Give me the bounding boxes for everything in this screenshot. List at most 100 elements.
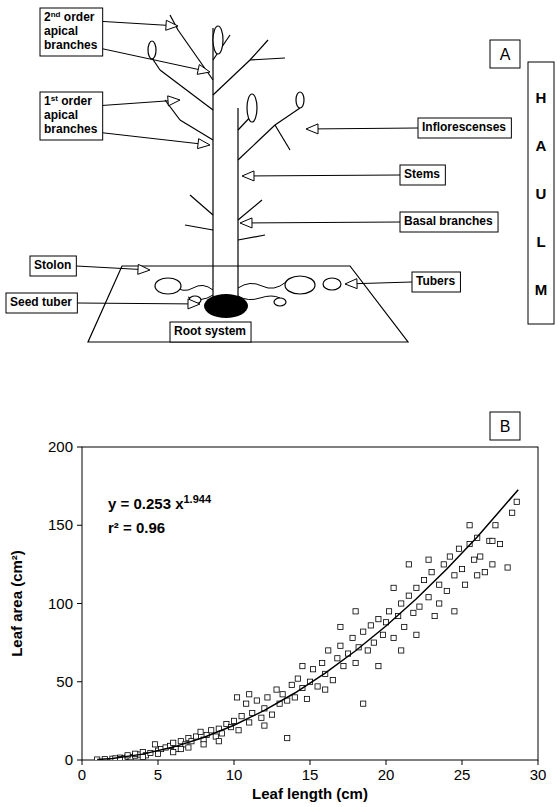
data-point [444,588,449,593]
plant-line [238,125,275,160]
plant-line [238,200,262,220]
label-part: nd [51,10,61,19]
arrow-head [168,96,180,106]
label-box [418,118,511,138]
x-tick-label: 5 [154,766,162,783]
arrow-line [103,49,199,70]
data-point [323,687,328,692]
data-point [514,499,519,504]
data-point [259,715,264,720]
arrow-line [357,282,412,284]
diagram-label: Basal branches [400,212,498,232]
plant-line [250,58,285,60]
plant-line [160,70,213,110]
y-tick [77,525,82,526]
plant-line [213,60,250,95]
x-tick-label: 25 [454,766,471,783]
data-point [289,682,294,687]
data-point [380,632,385,637]
data-point [365,648,370,653]
data-point [426,557,431,562]
arrow-head [345,279,357,289]
data-point [280,692,285,697]
inflorescence [148,41,156,59]
data-point [236,728,241,733]
label-box [6,293,77,313]
data-point [244,701,249,706]
arrow-line [103,133,198,144]
diagram-label: Inflorescenses [418,118,511,138]
data-point [386,609,391,614]
diagram-label: 1st orderapicalbranches [40,92,103,140]
label-box [30,256,76,276]
data-point [441,562,446,567]
label-box [40,92,103,140]
arrow-head [242,171,254,181]
data-point [335,656,340,661]
data-point [411,610,416,615]
x-tick [310,760,311,765]
data-point [406,562,411,567]
data-point [402,624,407,629]
side-label-box [528,62,554,324]
data-point [497,541,502,546]
data-point [452,573,457,578]
x-axis-title: Leaf length (cm) [252,785,368,802]
data-point [247,720,252,725]
plant-line [238,235,265,240]
label-text: branches [44,38,98,52]
label-text: Stems [404,167,440,181]
label-text: Basal branches [404,214,493,228]
arrow-line [103,21,166,25]
arrow-line [103,101,168,106]
x-tick-label: 30 [530,766,547,783]
data-point [262,723,267,728]
tuber [155,278,181,294]
data-point [265,695,270,700]
label-text: Inflorescenses [422,120,506,134]
plant-line [180,120,213,140]
x-tick [386,760,387,765]
page: 2nd orderapicalbranches1st orderapicalbr… [0,0,560,807]
data-point [414,632,419,637]
label-box [412,272,460,292]
data-point [421,577,426,582]
data-point [209,728,214,733]
data-point [371,640,376,645]
side-label-letter: A [536,137,547,154]
label-text: Root system [174,324,246,338]
label-text: Tubers [416,274,455,288]
plot-frame [82,447,538,760]
arrow-head [197,65,210,75]
diagram-label: Seed tuber [6,293,77,313]
data-point [472,557,477,562]
data-point [391,635,396,640]
label-text: Seed tuber [10,295,72,309]
y-tick [77,760,82,761]
arrow-head [166,20,178,30]
arrow-head [188,299,200,309]
y-tick [77,603,82,604]
data-point [447,554,452,559]
data-point [493,523,498,528]
diagram-label: Stolon [30,256,76,276]
data-point [482,570,487,575]
data-point [320,660,325,665]
label-text: 1st order [44,94,92,108]
data-point [186,745,191,750]
x-tick-label: 20 [378,766,395,783]
side-label-letter: H [536,89,547,106]
data-point [274,687,279,692]
plant-line [185,225,213,230]
arrow-line [252,222,400,224]
label-text: 2nd order [44,10,95,24]
data-point [452,609,457,614]
plant-line [275,125,290,150]
side-label-letter: L [536,233,545,250]
data-point [490,538,495,543]
y-tick-label: 200 [48,438,73,455]
panel-letter: B [500,418,511,435]
data-point [247,692,252,697]
data-point [462,582,467,587]
data-point [171,740,176,745]
